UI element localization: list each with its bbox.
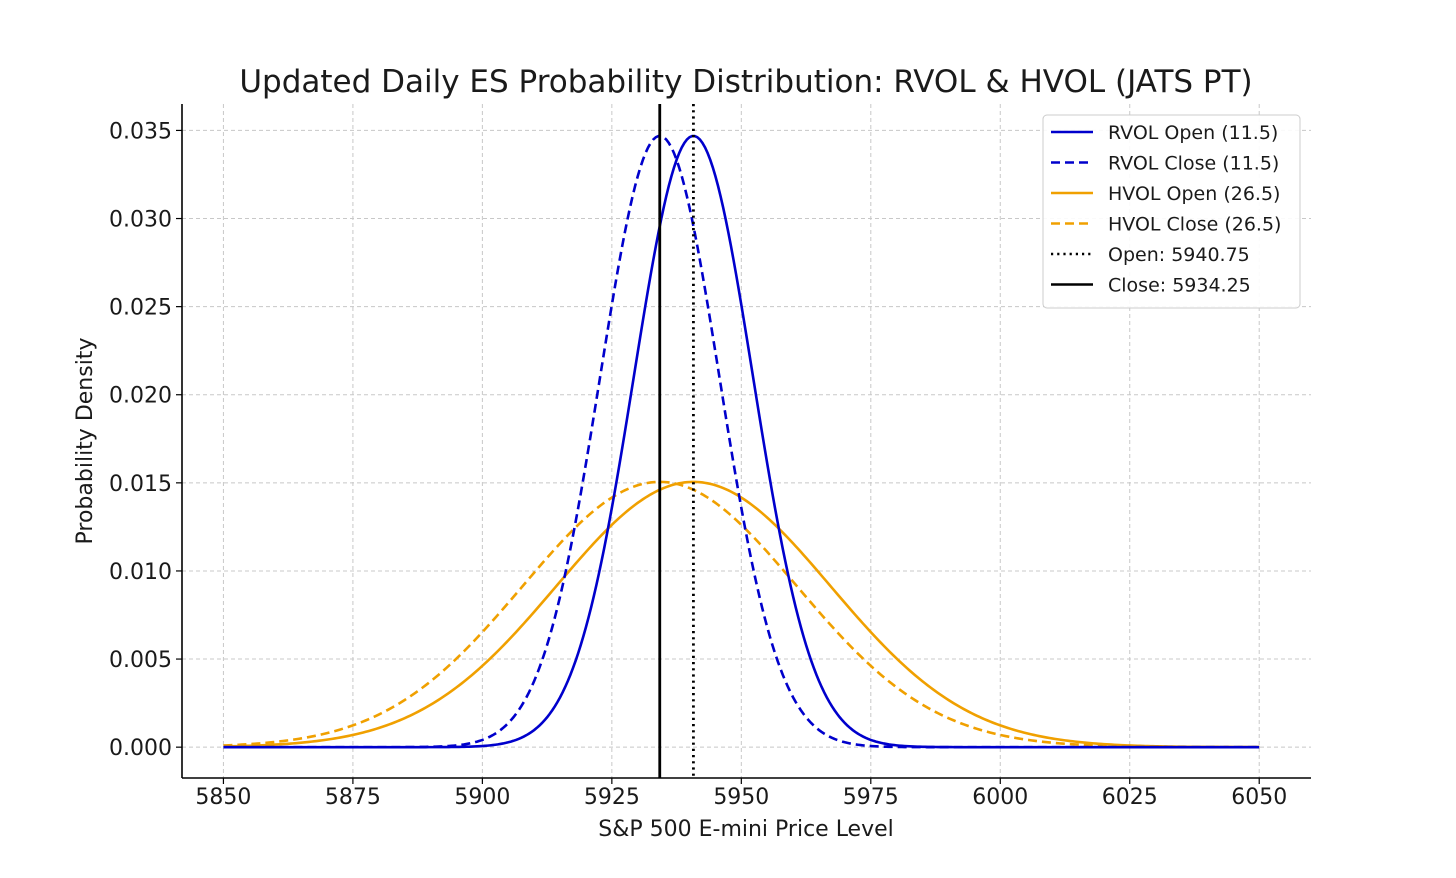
legend-label: Close: 5934.25 bbox=[1108, 275, 1251, 297]
legend-label: HVOL Close (26.5) bbox=[1108, 214, 1281, 236]
x-tick-label: 5900 bbox=[454, 785, 510, 810]
axes bbox=[181, 104, 1311, 779]
x-tick-label: 5925 bbox=[584, 785, 640, 810]
plot-series bbox=[223, 104, 1260, 778]
y-tick-label: 0.025 bbox=[109, 296, 172, 321]
series-line bbox=[223, 134, 1260, 749]
y-tick-label: 0.030 bbox=[109, 208, 172, 233]
legend: RVOL Open (11.5) RVOL Close (11.5) HVOL Op… bbox=[1042, 114, 1301, 309]
series-line bbox=[223, 480, 1260, 749]
x-tick-label: 6025 bbox=[1102, 785, 1158, 810]
y-axis-label: Probability Density bbox=[73, 338, 98, 545]
y-tick-label: 0.020 bbox=[109, 384, 172, 409]
y-tick-label: 0.035 bbox=[109, 119, 172, 144]
tick-labels: 5850 5875 5900 5925 5950 5975 6000 6025 6050 0.00… bbox=[109, 119, 1287, 810]
legend-label: Open: 5940.75 bbox=[1108, 244, 1250, 266]
legend-label: RVOL Close (11.5) bbox=[1108, 153, 1279, 175]
legend-label: HVOL Open (26.5) bbox=[1108, 183, 1280, 205]
x-tick-label: 5875 bbox=[325, 785, 381, 810]
y-tick-label: 0.015 bbox=[109, 472, 172, 497]
x-tick-label: 5850 bbox=[195, 785, 251, 810]
x-tick-label: 5975 bbox=[843, 785, 899, 810]
legend-label: RVOL Open (11.5) bbox=[1108, 122, 1278, 144]
x-axis-label: S&P 500 E-mini Price Level bbox=[598, 817, 894, 842]
x-tick-label: 5950 bbox=[713, 785, 769, 810]
y-tick-label: 0.010 bbox=[109, 560, 172, 585]
series-line bbox=[223, 480, 1260, 749]
x-tick-label: 6000 bbox=[972, 785, 1028, 810]
legend-box bbox=[1042, 114, 1301, 309]
y-tick-label: 0.000 bbox=[109, 736, 172, 761]
y-tick-label: 0.005 bbox=[109, 648, 172, 673]
x-tick-label: 6050 bbox=[1231, 785, 1287, 810]
chart-title: Updated Daily ES Probability Distributio… bbox=[239, 64, 1252, 100]
